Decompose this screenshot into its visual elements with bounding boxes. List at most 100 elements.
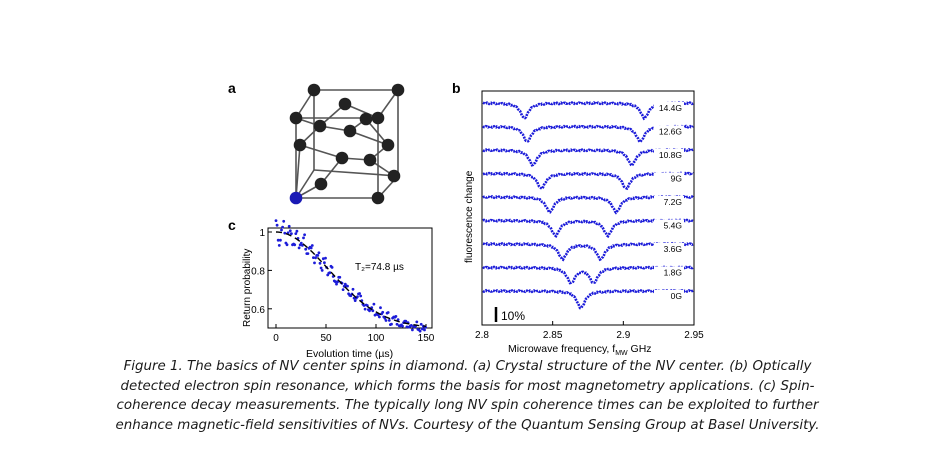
coherence-data-point <box>309 246 313 250</box>
coherence-data-point <box>290 232 293 236</box>
coherence-data-point <box>420 327 424 331</box>
coherence-data-point <box>328 271 332 275</box>
odmr-label-bg <box>654 243 684 255</box>
coherence-data-point <box>288 229 292 233</box>
coherence-data-point <box>285 243 289 247</box>
coherence-data-point <box>386 311 390 314</box>
coherence-data-point <box>319 266 323 270</box>
coherence-data-point <box>293 243 297 247</box>
coherence-data-point <box>281 225 284 229</box>
coherence-data-point <box>384 319 388 322</box>
coherence-data-point <box>409 324 413 327</box>
coherence-data-point <box>346 284 349 288</box>
coherence-data-point <box>274 219 278 223</box>
coherence-data-point <box>314 256 317 260</box>
coherence-data-point <box>317 251 321 255</box>
coherence-data-point <box>351 287 355 291</box>
odmr-x-tick-label: 2.9 <box>616 330 630 341</box>
coherence-data-point <box>415 320 419 324</box>
coherence-ticks: 0 50 100 150 0.6 0.8 1 <box>251 228 435 344</box>
odmr-x-tick-label: 2.8 <box>475 330 489 341</box>
coherence-data-point <box>405 325 409 329</box>
coherence-y-tick-label: 1 <box>259 228 265 239</box>
coherence-data-point <box>411 328 414 332</box>
coherence-data-point <box>352 296 356 300</box>
coherence-data-point <box>316 254 320 257</box>
coherence-x-tick-label: 50 <box>320 333 332 344</box>
odmr-label-bg <box>654 290 684 302</box>
coherence-data-point <box>353 299 357 302</box>
odmr-label-bg <box>654 102 684 114</box>
coherence-data-point <box>323 261 326 265</box>
coherence-data-point <box>299 241 303 245</box>
odmr-label-bg <box>654 266 684 279</box>
coherence-y-tick-label: 0.8 <box>251 266 265 277</box>
coherence-data-point <box>401 324 404 328</box>
coherence-data-point <box>282 219 286 223</box>
coherence-data-point <box>303 233 306 237</box>
odmr-x-tick-label: 2.95 <box>684 330 704 341</box>
coherence-data-point <box>334 280 337 284</box>
coherence-data-point <box>419 322 423 326</box>
t2-annotation: T₂=74.8 µs <box>355 262 404 273</box>
coherence-data-point <box>320 269 324 272</box>
coherence-y-tick-label: 0.6 <box>251 305 265 316</box>
coherence-y-axis-label: Return probability <box>242 249 253 327</box>
odmr-trace-14.4G <box>482 101 694 121</box>
coherence-data-point <box>387 319 391 322</box>
coherence-x-tick-label: 100 <box>368 333 385 344</box>
odmr-field-label: 0G <box>671 291 682 301</box>
odmr-label-bg <box>654 149 684 161</box>
coherence-data-point <box>341 288 345 291</box>
coherence-data-point <box>394 315 398 318</box>
coherence-data-point <box>404 319 408 323</box>
odmr-field-label: 12.6G <box>659 127 682 137</box>
coherence-chart: 0 50 100 150 0.6 0.8 1 T₂=74.8 µs Return proba… <box>242 219 435 360</box>
odmr-y-axis-label: fluorescence change <box>464 170 475 263</box>
coherence-data-point <box>335 282 338 286</box>
odmr-field-label: 3.6G <box>664 244 682 254</box>
coherence-data-point <box>310 244 314 247</box>
odmr-label-bg <box>654 172 684 185</box>
odmr-field-label: 5.4G <box>664 221 682 231</box>
coherence-data-point <box>294 232 298 236</box>
coherence-data-point <box>287 224 291 228</box>
coherence-data-point <box>381 310 385 314</box>
coherence-data-point <box>423 328 426 332</box>
odmr-chart: 2.8 2.85 2.9 2.95 14.4G 12.6G 10.8G 9G 7.2G 5.4G… <box>464 90 704 357</box>
coherence-data-point <box>396 318 400 321</box>
odmr-plot-frame <box>481 90 695 326</box>
coherence-x-tick-label: 0 <box>273 333 279 344</box>
coherence-data-point <box>324 256 327 260</box>
coherence-data-point <box>321 257 325 261</box>
coherence-data-point <box>395 322 399 326</box>
nv-center-atom <box>289 191 303 205</box>
coherence-plot-frame <box>267 227 433 329</box>
coherence-data-point <box>318 261 322 265</box>
coherence-data-point <box>379 306 382 310</box>
coherence-data-point <box>330 266 334 269</box>
coherence-data-point <box>372 302 376 306</box>
coherence-fit-line <box>275 231 427 327</box>
coherence-data-point <box>313 261 316 265</box>
coherence-data-point <box>312 256 315 259</box>
odmr-label-bg <box>654 125 684 138</box>
coherence-data-points <box>274 219 427 333</box>
coherence-data-point <box>418 329 422 333</box>
coherence-data-point <box>280 228 283 232</box>
coherence-data-point <box>362 304 366 307</box>
coherence-data-point <box>358 292 361 295</box>
coherence-data-point <box>356 295 359 299</box>
coherence-data-point <box>295 229 299 233</box>
coherence-data-point <box>306 252 310 256</box>
coherence-data-point <box>277 244 281 247</box>
coherence-data-point <box>275 223 279 227</box>
crystal-structure <box>289 83 405 205</box>
odmr-field-label: 9G <box>671 174 682 184</box>
coherence-data-point <box>378 315 381 319</box>
scale-bar-label: 10% <box>501 309 525 323</box>
coherence-data-point <box>363 307 367 311</box>
odmr-label-bg <box>654 219 684 232</box>
coherence-data-point <box>338 275 342 279</box>
